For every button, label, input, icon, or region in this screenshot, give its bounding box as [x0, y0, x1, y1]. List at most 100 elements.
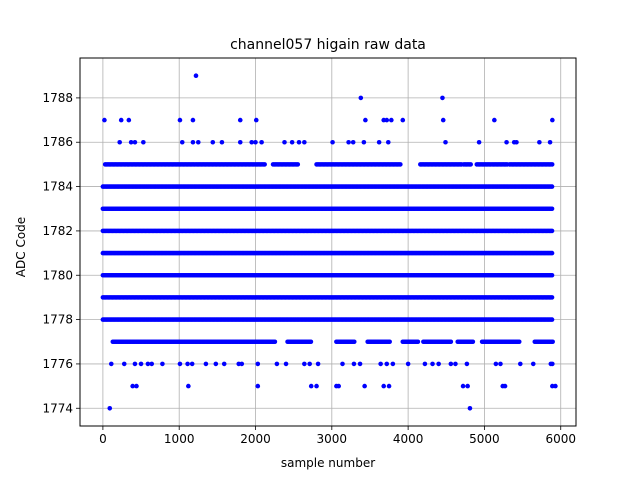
chart-title: channel057 higain raw data: [230, 37, 426, 53]
data-point: [177, 117, 183, 123]
data-point: [330, 139, 335, 145]
data-point: [549, 206, 555, 212]
y-tick-label: 1782: [42, 224, 73, 238]
data-point: [468, 162, 473, 167]
data-point: [259, 139, 264, 145]
data-point: [389, 117, 394, 123]
data-point: [132, 361, 138, 367]
data-point: [390, 361, 396, 367]
data-point: [314, 383, 319, 389]
data-point: [138, 361, 144, 367]
x-tick-label: 0: [99, 432, 107, 446]
data-point: [237, 139, 243, 145]
data-point: [547, 139, 553, 145]
data-point: [283, 361, 289, 367]
x-tick-label: 3000: [317, 432, 348, 446]
data-point: [440, 95, 445, 101]
data-point: [386, 383, 392, 389]
data-point: [422, 361, 428, 367]
data-point: [130, 383, 135, 389]
x-tick-label: 1000: [164, 432, 195, 446]
data-point: [128, 139, 134, 145]
data-point: [262, 162, 267, 167]
data-point: [102, 117, 107, 123]
data-point: [376, 139, 382, 145]
x-tick-label: 2000: [240, 432, 271, 446]
data-point: [549, 272, 555, 278]
data-point: [378, 361, 383, 367]
x-tick-label: 4000: [393, 432, 424, 446]
data-point: [237, 117, 243, 123]
data-point: [193, 73, 199, 79]
data-point: [203, 361, 209, 367]
y-tick-label: 1776: [42, 357, 73, 371]
data-points: [100, 73, 558, 411]
data-point: [384, 361, 390, 367]
data-point: [514, 139, 519, 145]
data-point: [185, 361, 190, 367]
data-point: [476, 139, 482, 145]
data-point: [302, 139, 307, 145]
data-point: [350, 139, 356, 145]
data-point: [195, 139, 201, 145]
data-point: [448, 339, 454, 345]
data-point: [340, 361, 345, 367]
y-axis-label: ADC Code: [14, 217, 28, 277]
data-point: [308, 339, 314, 345]
x-axis-label: sample number: [281, 456, 375, 470]
data-point: [351, 361, 357, 367]
data-point: [190, 139, 196, 145]
data-point: [160, 361, 165, 367]
data-point: [549, 250, 555, 256]
data-point: [465, 383, 470, 389]
data-point: [255, 361, 261, 367]
data-point: [126, 117, 132, 123]
data-point: [387, 339, 392, 345]
y-tick-label: 1786: [42, 135, 73, 149]
data-point: [255, 383, 261, 389]
x-tick-label: 6000: [545, 432, 576, 446]
data-point: [315, 361, 321, 367]
data-point: [502, 383, 508, 389]
data-point: [516, 339, 522, 345]
data-point: [117, 139, 122, 145]
x-tick-label: 5000: [469, 432, 500, 446]
data-point: [282, 139, 287, 145]
data-point: [141, 139, 146, 145]
data-point: [253, 139, 258, 145]
data-point: [460, 383, 466, 389]
x-axis-ticks: 0 1000 2000 3000 4000 5000 6000: [99, 426, 576, 446]
data-point: [553, 383, 558, 389]
data-point: [467, 405, 473, 411]
data-point: [179, 139, 185, 145]
data-point: [213, 361, 219, 367]
data-point: [239, 361, 245, 367]
data-point: [517, 361, 523, 367]
data-point: [121, 361, 127, 367]
data-point: [400, 117, 406, 123]
data-point: [362, 383, 367, 389]
data-point: [381, 383, 387, 389]
data-point: [145, 361, 151, 367]
data-point: [550, 361, 555, 367]
data-point: [107, 405, 113, 411]
data-point: [357, 361, 363, 367]
data-point: [464, 361, 470, 367]
data-point: [296, 139, 302, 145]
data-point: [274, 361, 280, 367]
data-point: [549, 317, 555, 322]
data-point: [210, 139, 216, 145]
data-point: [492, 117, 497, 123]
data-point: [443, 139, 448, 145]
data-point: [363, 117, 368, 123]
y-tick-label: 1778: [42, 313, 73, 327]
y-tick-label: 1774: [42, 401, 73, 415]
data-point: [504, 139, 509, 145]
data-point: [308, 383, 314, 389]
data-point: [453, 361, 458, 367]
data-point: [149, 361, 155, 367]
data-point: [221, 361, 227, 367]
data-point: [336, 383, 341, 389]
